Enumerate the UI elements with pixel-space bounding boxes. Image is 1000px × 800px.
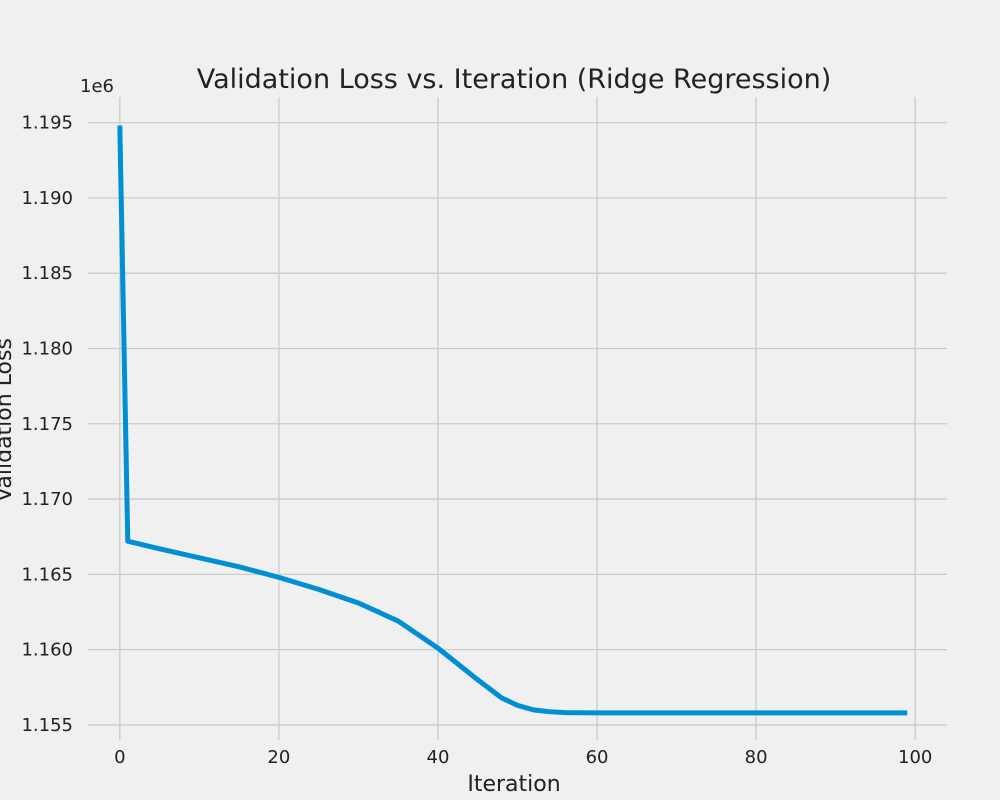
y-tick-label: 1.170 bbox=[21, 489, 73, 510]
y-tick-label: 1.180 bbox=[21, 338, 73, 359]
x-gridlines bbox=[119, 97, 916, 740]
y-gridlines bbox=[88, 121, 947, 726]
x-tick-labels: 0 20 40 60 80 100 bbox=[114, 747, 932, 768]
y-tick-label: 1.190 bbox=[21, 188, 73, 209]
x-tick-label: 80 bbox=[745, 747, 768, 768]
x-tick-label: 100 bbox=[898, 747, 932, 768]
x-axis-label: Iteration bbox=[467, 772, 560, 797]
y-tick-label: 1.195 bbox=[21, 113, 73, 134]
y-tick-label: 1.160 bbox=[21, 640, 73, 661]
x-tick-label: 40 bbox=[427, 747, 450, 768]
y-axis-label: Validation Loss bbox=[0, 338, 17, 502]
x-tick-label: 60 bbox=[586, 747, 609, 768]
y-offset-label: 1e6 bbox=[80, 76, 114, 97]
y-tick-label: 1.155 bbox=[21, 715, 73, 736]
x-tick-label: 20 bbox=[267, 747, 290, 768]
y-tick-label: 1.185 bbox=[21, 263, 73, 284]
y-tick-label: 1.165 bbox=[21, 564, 73, 585]
y-tick-labels: 1.155 1.160 1.165 1.170 1.175 1.180 1.185 1.190… bbox=[21, 113, 73, 736]
x-tick-label: 0 bbox=[114, 747, 125, 768]
series-line bbox=[117, 125, 908, 716]
y-tick-label: 1.175 bbox=[21, 414, 73, 435]
chart-title: Validation Loss vs. Iteration (Ridge Reg… bbox=[197, 64, 832, 95]
